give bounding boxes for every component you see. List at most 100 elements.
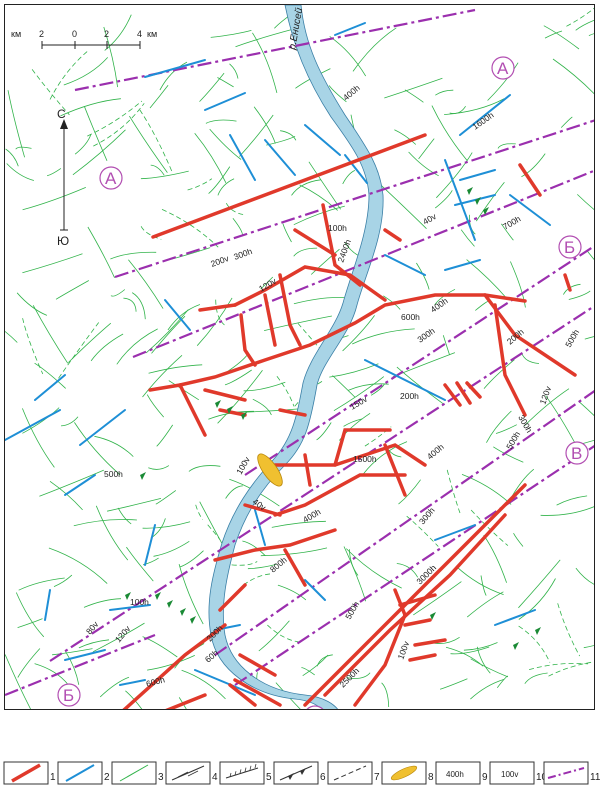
fracture-line — [87, 100, 143, 137]
fracture-line — [252, 32, 278, 93]
zone-label-a: А — [497, 59, 509, 78]
fracture-line — [445, 646, 484, 667]
river-yenisei — [208, 5, 384, 709]
fracture-line — [588, 33, 594, 36]
fracture-line — [396, 563, 419, 578]
fracture-line — [142, 355, 183, 398]
legend-item: 11 — [543, 761, 600, 785]
label: 1500h — [353, 454, 377, 464]
fracture-line — [107, 498, 162, 512]
label: 300h — [415, 325, 436, 344]
legend-swatch-mark — [187, 770, 199, 777]
legend-item: 5 — [219, 761, 272, 785]
fracture-line — [142, 636, 178, 658]
label: 2400h — [335, 238, 353, 264]
label: 200h — [505, 327, 526, 347]
fracture-line — [276, 376, 295, 407]
legend-swatch-mark — [390, 765, 418, 781]
fracture-line — [260, 276, 274, 290]
legend: 1 2 3 4 5 6 7 8 400h 9 100v 10 11 — [0, 752, 600, 792]
fracture-line — [308, 161, 342, 210]
fracture-line — [110, 251, 157, 260]
legend-item: 2 — [57, 761, 110, 785]
fracture-line — [500, 223, 514, 241]
fracture-line — [450, 646, 490, 655]
fracture-line — [17, 648, 41, 678]
fracture-line — [140, 226, 162, 240]
zone-label-v: В — [309, 708, 320, 710]
fracture-line — [46, 168, 62, 177]
fracture-line — [117, 507, 132, 525]
fracture-line — [342, 170, 356, 185]
fracture-line — [476, 646, 491, 674]
label: 200v — [209, 253, 230, 269]
fracture-line — [167, 304, 201, 331]
legend-number: 2 — [104, 772, 110, 783]
thrust-marks — [125, 187, 541, 650]
fracture-network — [5, 9, 594, 709]
label: 300h — [417, 505, 437, 526]
fracture-line — [513, 533, 524, 547]
legend-swatch-mark — [229, 772, 232, 778]
fracture-line — [258, 620, 290, 652]
label: 100h — [328, 223, 347, 233]
legend-number: 3 — [158, 772, 164, 783]
fracture-line — [267, 624, 299, 643]
fracture-line — [15, 146, 32, 150]
fracture-line — [49, 49, 90, 100]
zone-label-v: В — [571, 444, 582, 463]
fracture-line — [90, 333, 124, 362]
legend-swatch-mark — [244, 767, 247, 772]
fracture-line — [362, 441, 408, 475]
fracture-line — [187, 178, 213, 191]
fracture-line — [95, 505, 129, 561]
fracture-line — [92, 622, 145, 653]
fracture-line — [205, 119, 237, 124]
fracture-line — [16, 292, 48, 316]
fracture-line — [188, 465, 221, 472]
fracture-line — [396, 366, 444, 405]
fracture-line — [128, 259, 164, 309]
fracture-line — [52, 648, 93, 656]
fracture-line — [49, 480, 83, 511]
legend-item: 400h 9 — [435, 761, 488, 785]
label: 200h — [400, 391, 419, 401]
fracture-line — [225, 203, 244, 215]
fracture-line — [199, 72, 225, 102]
fracture-line — [293, 297, 349, 305]
fracture-line — [299, 184, 338, 211]
fracture-line — [408, 151, 439, 177]
label: 40v — [421, 211, 439, 227]
fracture-line — [253, 106, 276, 144]
fracture-line — [242, 540, 266, 557]
fracture-line — [22, 408, 55, 468]
fracture-line — [439, 678, 468, 690]
fracture-line — [243, 573, 271, 586]
label: 700h — [501, 213, 523, 231]
legend-swatch-mark — [300, 768, 306, 775]
fracture-line — [480, 575, 487, 596]
fracture-line — [63, 57, 108, 86]
fracture-line — [83, 598, 122, 608]
map-canvas: 400h 1600h 100h 40v 700h 2400h 200v 300h… — [5, 5, 594, 710]
fracture-line — [110, 289, 126, 297]
geological-map: 400h 1600h 100h 40v 700h 2400h 200v 300h… — [4, 4, 595, 710]
fracture-line — [431, 105, 468, 162]
fracture-line — [310, 248, 340, 275]
fracture-line — [7, 90, 25, 158]
fracture-line — [266, 135, 296, 146]
fracture-line — [181, 669, 226, 700]
fracture-line — [215, 299, 225, 326]
fracture-line — [195, 504, 203, 520]
zone-labels: А А Б Б В В — [57, 56, 589, 710]
north-label: С — [57, 107, 66, 121]
fracture-line — [148, 364, 203, 374]
fracture-line — [493, 446, 524, 463]
fracture-line — [329, 36, 367, 77]
fracture-line — [159, 61, 188, 91]
fracture-line — [475, 182, 505, 222]
fracture-line — [521, 353, 540, 364]
legend-svg: 1 2 3 4 5 6 7 8 400h 9 100v 10 11 — [3, 761, 600, 785]
fracture-line — [179, 550, 204, 568]
fracture-line — [32, 305, 69, 364]
